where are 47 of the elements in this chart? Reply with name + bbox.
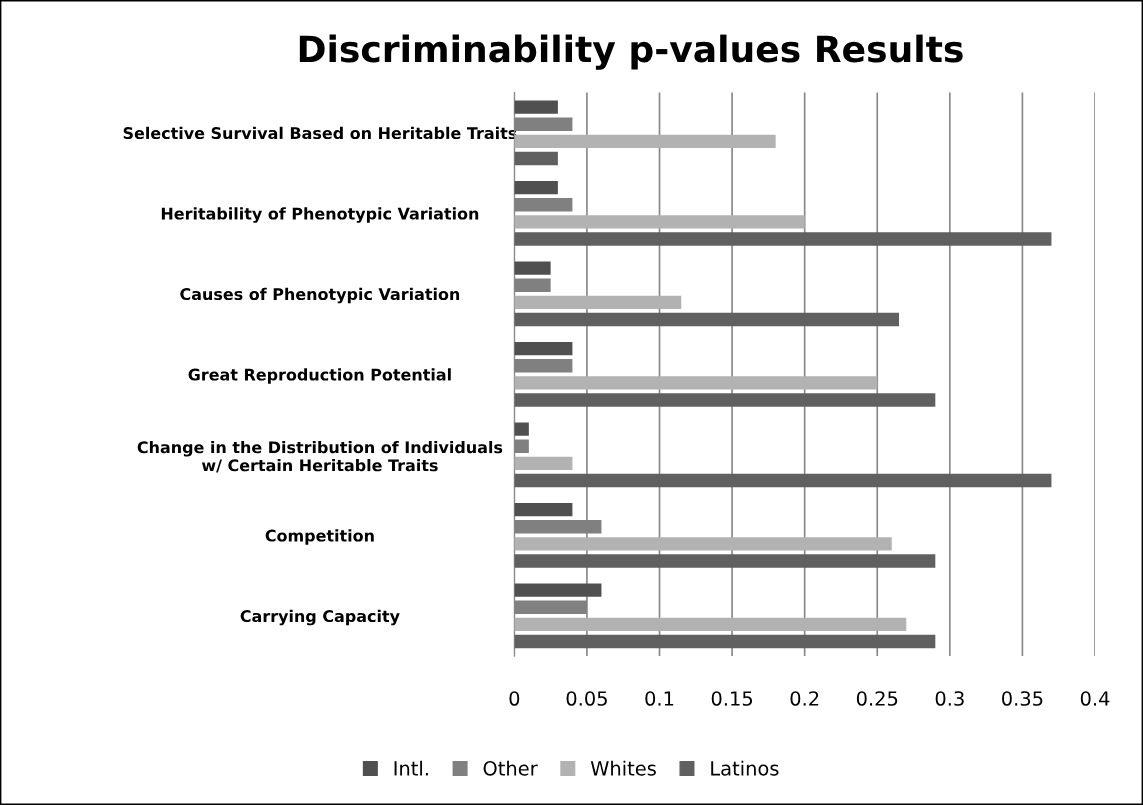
x-tick-label: 0.15 — [711, 691, 753, 706]
bar — [514, 312, 900, 327]
bar — [514, 634, 936, 649]
bar — [514, 537, 892, 551]
bar — [514, 295, 682, 310]
chart-title: Discriminability p-values Results — [299, 34, 963, 70]
x-tick-label: 0 — [509, 691, 520, 706]
x-tick-label: 0.2 — [790, 691, 819, 706]
bar — [514, 134, 776, 149]
bar — [514, 232, 1052, 246]
y-tick-label: Heritability of Phenotypic Variation — [161, 207, 479, 223]
legend-label: Whites — [590, 760, 656, 776]
bar — [514, 198, 573, 212]
y-tick-label: Great Reproduction Potential — [188, 368, 451, 384]
x-tick-label: 0.4 — [1080, 691, 1110, 706]
y-tick-label: Selective Survival Based on Heritable Traits — [123, 126, 517, 140]
bar — [514, 100, 558, 114]
bar — [514, 341, 573, 356]
y-tick-label: Carrying Capacity — [240, 609, 400, 626]
bar — [514, 439, 529, 453]
bar — [514, 473, 1052, 488]
bar — [514, 393, 936, 407]
bar — [514, 117, 573, 131]
legend-label: Latinos — [711, 760, 779, 776]
y-tick-label: Causes of Phenotypic Variation — [180, 287, 460, 304]
legend-label: Intl. — [394, 760, 428, 776]
bar — [514, 215, 805, 229]
x-tick-label: 0.35 — [1002, 691, 1043, 706]
legend-label: Other — [483, 760, 538, 776]
bar — [514, 376, 878, 390]
bar — [514, 422, 529, 436]
y-tick-label: Competition — [265, 529, 374, 545]
bar — [514, 583, 602, 597]
bar — [514, 456, 573, 471]
x-tick-label: 0.3 — [935, 691, 964, 706]
bar — [514, 502, 573, 517]
bar — [514, 554, 936, 568]
bar — [514, 261, 551, 275]
bar — [514, 180, 558, 195]
x-tick-label: 0.25 — [856, 691, 898, 706]
bar — [514, 359, 573, 373]
y-tick-label: Change in the Distribution of Individuals w/ Certain Heritable Traits — [137, 440, 503, 473]
x-tick-label: 0.05 — [566, 691, 607, 706]
x-tick-label: 0.1 — [645, 691, 674, 706]
bar — [514, 278, 551, 292]
bar — [514, 617, 907, 632]
bar — [514, 151, 558, 166]
